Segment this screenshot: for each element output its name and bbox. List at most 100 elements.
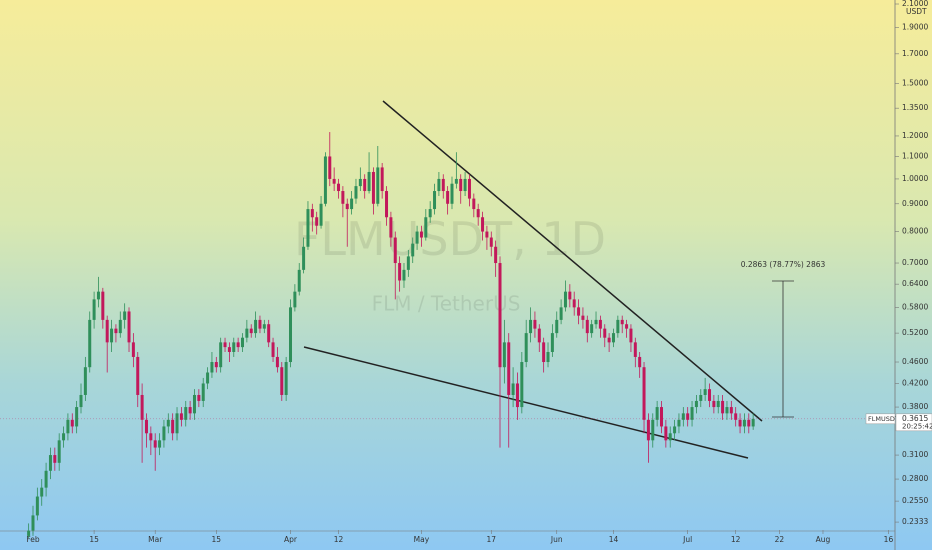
candle-body	[31, 515, 35, 531]
x-tick-label: Aug	[816, 535, 831, 544]
candle-body	[127, 311, 131, 343]
candle-body	[699, 394, 703, 401]
y-tick-label: 1.3500	[902, 103, 928, 112]
y-tick-label: 1.9000	[902, 23, 928, 32]
watermark-interval: 1D	[541, 212, 606, 266]
candle-body	[721, 400, 725, 414]
candle-body	[88, 319, 92, 368]
candle-body	[171, 419, 175, 434]
candle-body	[664, 426, 668, 441]
candle-body	[406, 256, 410, 270]
candle-body	[742, 419, 746, 427]
candle-body	[70, 419, 74, 427]
candle-body	[424, 217, 428, 238]
y-tick-label: 0.2800	[902, 474, 928, 483]
candle-body	[376, 167, 380, 204]
watermark-symbol: FLMUSDT, 1D	[294, 212, 606, 266]
candle-body	[201, 383, 205, 401]
candle-body	[507, 342, 511, 395]
candle-body	[511, 383, 515, 395]
candle-body	[450, 183, 454, 204]
candle-body	[262, 324, 266, 329]
candle-body	[44, 470, 48, 488]
candle-body	[607, 337, 611, 343]
candle-body	[703, 389, 707, 395]
candle-body	[254, 319, 258, 334]
candle-body	[162, 426, 166, 441]
candle-body	[79, 394, 83, 408]
watermark-symbol-text: FLMUSDT	[294, 212, 513, 266]
candle-body	[668, 433, 672, 441]
candle-body	[83, 367, 87, 395]
candle-body	[502, 342, 506, 368]
candle-body	[590, 324, 594, 334]
candle-body	[747, 419, 751, 427]
candle-body	[284, 362, 288, 395]
y-tick-label: 0.2333	[902, 517, 928, 526]
y-tick-label: 0.2550	[902, 496, 928, 505]
candle-body	[101, 291, 105, 320]
candle-body	[481, 217, 485, 232]
candle-body	[57, 440, 61, 463]
candle-body	[27, 530, 31, 536]
candle-body	[398, 263, 402, 281]
trendline-lower	[303, 346, 749, 459]
candle-body	[598, 319, 602, 329]
y-tick-label: 0.9000	[902, 199, 928, 208]
x-tick-label: Mar	[148, 535, 163, 544]
y-tick-label: 1.0000	[902, 174, 928, 183]
candle-body	[734, 413, 738, 420]
candle-body	[555, 319, 559, 334]
candle-body	[179, 413, 183, 420]
y-tick-label: 0.6400	[902, 279, 928, 288]
candle-body	[620, 319, 624, 325]
candle-body	[550, 333, 554, 352]
x-tick-label: 22	[775, 535, 785, 544]
candle-body	[123, 311, 127, 320]
candle-body	[363, 178, 367, 192]
candle-body	[358, 178, 362, 187]
y-tick-label: 1.7000	[902, 49, 928, 58]
candle-body	[489, 237, 493, 247]
candle-body	[192, 394, 196, 414]
y-tick-label: 0.4600	[902, 357, 928, 366]
candle-body	[293, 291, 297, 308]
candle-body	[105, 319, 109, 343]
trendline-upper	[382, 100, 763, 422]
candle-body	[677, 419, 681, 427]
candle-body	[227, 347, 231, 352]
x-tick-label: 17	[487, 535, 497, 544]
candle-body	[681, 413, 685, 420]
candle-body	[393, 237, 397, 264]
y-tick-label: 0.3800	[902, 402, 928, 411]
y-tick-label: 2.1000	[902, 0, 928, 8]
candle-body	[411, 243, 415, 257]
candle-body	[240, 337, 244, 348]
candle-body	[110, 328, 114, 343]
y-tick-label: 1.1000	[902, 151, 928, 160]
candle-body	[350, 198, 354, 210]
candle-body	[537, 328, 541, 343]
candle-body	[463, 178, 467, 192]
candle-body	[35, 496, 39, 516]
candle-body	[302, 246, 306, 270]
candle-body	[92, 299, 96, 320]
candle-body	[625, 324, 629, 329]
candle-body	[206, 372, 210, 384]
candle-body	[328, 156, 332, 179]
candle-body	[686, 413, 690, 420]
candle-body	[158, 440, 162, 448]
candle-body	[729, 407, 733, 414]
x-tick-label: 15	[89, 535, 99, 544]
candle-body	[166, 419, 170, 427]
candle-body	[690, 407, 694, 420]
candle-body	[485, 231, 489, 238]
candle-body	[433, 191, 437, 210]
candle-body	[577, 307, 581, 316]
candle-body	[219, 342, 223, 368]
candle-body	[633, 342, 637, 357]
candle-body	[53, 455, 57, 463]
candle-body	[258, 319, 262, 329]
candle-body	[542, 342, 546, 363]
